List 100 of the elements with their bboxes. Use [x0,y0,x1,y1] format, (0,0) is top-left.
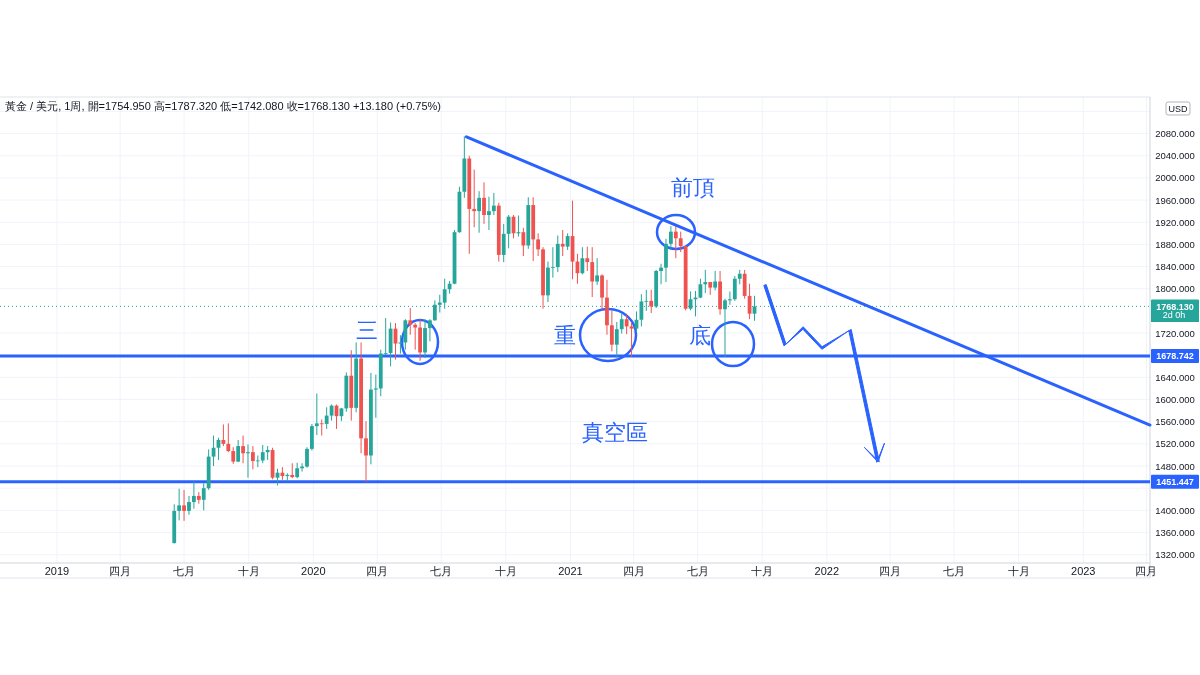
candlestick [305,446,309,469]
candlestick [678,231,683,253]
candlestick [482,181,486,225]
candlestick [580,246,585,275]
candlestick [398,334,403,355]
ref-line-label: 1768.130 [1156,301,1194,312]
candlestick [201,482,206,511]
candlestick [472,169,477,228]
candlestick [285,472,290,483]
candlestick [703,269,708,294]
x-tick-label: 四月 [1135,565,1158,577]
x-tick-label: 四月 [879,565,902,577]
candlestick [713,270,718,291]
annotation: 前頂 [671,175,715,200]
y-tick-label: 2040.000 [1155,150,1195,162]
candlestick [383,317,388,356]
y-tick-label: 1600.000 [1155,394,1195,406]
x-tick-label: 2023 [1071,565,1096,577]
y-tick-label: 1480.000 [1155,460,1195,472]
annotation: 三 [356,318,378,343]
candlestick [585,246,590,272]
candlestick [668,225,673,251]
candlestick [649,289,654,314]
y-tick-label: 1920.000 [1155,216,1195,228]
y-tick-label: 1400.000 [1155,504,1195,516]
annotation: 底 [689,323,711,348]
x-tick-label: 2022 [814,565,840,577]
candlestick [442,278,447,310]
x-tick-label: 七月 [686,565,709,577]
candlestick [491,192,496,216]
annotation: 重 [554,323,576,348]
x-tick-label: 十月 [1007,565,1030,577]
y-tick-label: 1640.000 [1155,371,1195,383]
candlestick [742,269,747,300]
candlestick [521,227,526,257]
candlestick [600,273,604,311]
y-tick-label: 1840.000 [1155,261,1195,273]
candlestick [664,238,668,283]
candlestick [659,263,663,285]
chart-title: 黃金 / 美元, 1周, 開=1754.950 高=1787.320 低=1742.080 收=1768.130 +13.180 (+0.75%) [5,100,442,112]
x-tick-label: 2021 [558,565,583,577]
candlestick [624,313,629,335]
x-tick-label: 十月 [494,565,517,577]
candlestick [619,313,624,335]
x-tick-label: 2020 [301,565,326,577]
x-tick-label: 七月 [430,565,453,577]
candlestick [319,418,324,437]
ref-line-label: 1451.447 [1156,477,1194,488]
candlestick [477,190,482,234]
candlestick [324,406,329,430]
candlestick [364,420,368,483]
text: 2d 0h [1162,310,1186,320]
candlestick [403,318,408,351]
annotation: 真空區 [582,420,648,445]
x-tick-label: 四月 [622,565,645,577]
y-tick-label: 2080.000 [1155,128,1195,140]
x-tick-label: 十月 [751,565,774,577]
candlestick [187,495,191,516]
y-tick-label: 1720.000 [1155,327,1195,339]
candlestick [408,307,413,336]
candlestick [501,223,506,263]
candlestick [550,246,555,279]
candlestick [428,318,432,342]
candlestick [182,489,186,522]
candlestick [732,275,737,302]
candlestick [614,321,619,358]
candlestick [226,422,231,453]
candlestick [221,423,226,447]
candlestick [487,196,491,231]
candlestick [728,290,732,306]
candlestick [590,246,595,298]
candlestick [310,423,314,452]
candlestick [241,435,245,464]
y-tick-label: 1520.000 [1155,438,1195,450]
candlestick [413,322,418,351]
candlestick [629,321,634,358]
candlestick [314,392,319,436]
x-tick-label: 四月 [109,565,132,577]
y-tick-label: 1800.000 [1155,283,1195,295]
candlestick [260,444,265,464]
y-tick-label: 1320.000 [1155,549,1195,561]
candlestick [373,374,378,419]
candlestick [555,235,560,273]
y-tick-label: 1880.000 [1155,238,1195,250]
candlestick [191,481,196,510]
x-tick-label: 七月 [173,565,196,577]
ref-line-label: 1678.742 [1156,351,1194,362]
x-tick-label: 四月 [366,565,389,577]
y-tick-label: 1560.000 [1155,416,1195,428]
x-tick-label: 七月 [943,565,965,577]
y-tick-label: 2000.000 [1155,172,1195,184]
candlestick [560,229,565,257]
candlestick [536,232,541,257]
y-tick-label: 1960.000 [1155,194,1195,206]
candlestick [177,488,182,521]
text: USD [1168,104,1188,114]
candlestick [595,257,600,286]
y-tick-label: 1360.000 [1155,527,1195,539]
candlestick [609,310,614,352]
x-tick-label: 十月 [237,565,260,577]
